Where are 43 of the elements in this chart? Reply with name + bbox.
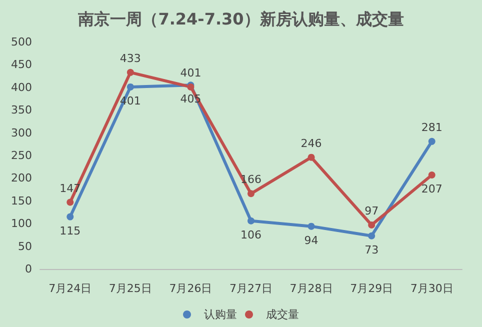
point (66, 213, 74, 220)
point (126, 83, 134, 90)
point (126, 68, 134, 76)
point (368, 221, 376, 228)
x-tick-label: 7月30日 (410, 282, 454, 295)
y-tick-label: 500 (11, 36, 32, 48)
x-tick-label: 7月27日 (230, 282, 272, 295)
point (248, 217, 254, 224)
data-label: 433 (120, 52, 141, 65)
x-tick-label: 7月29日 (350, 282, 394, 295)
y-tick-label: 100 (11, 217, 32, 230)
chart-title: 南京一周（7.24-7.30）新房认购量、成交量 (77, 10, 404, 28)
point (428, 138, 436, 145)
data-label: 281 (421, 120, 442, 134)
y-tick-label: 350 (11, 104, 32, 117)
y-tick-label: 300 (11, 126, 32, 140)
point (308, 222, 315, 230)
y-tick-label: 150 (11, 194, 32, 208)
point (66, 198, 74, 206)
data-label: 106 (240, 228, 262, 242)
x-tick-label: 7月24日 (48, 282, 92, 295)
point (248, 190, 254, 198)
data-label: 401 (180, 66, 202, 80)
y-tick-label: 50 (18, 240, 32, 253)
point (368, 232, 376, 240)
x-tick-label: 7月26日 (169, 282, 212, 295)
y-tick-label: 250 (11, 149, 32, 162)
data-label: 97 (364, 204, 379, 218)
legend-label: 成交量 (266, 308, 299, 321)
y-tick-label: 200 (11, 172, 32, 185)
legend-label: 认购量 (204, 308, 237, 321)
y-tick-label: 0 (25, 262, 32, 276)
data-label: 115 (60, 224, 81, 238)
data-label: 246 (300, 136, 322, 150)
y-tick-label: 450 (11, 58, 32, 72)
x-tick-label: 7月28日 (290, 282, 333, 295)
data-label: 94 (304, 234, 318, 247)
point (428, 172, 436, 179)
y-tick-label: 400 (11, 80, 32, 94)
x-tick-label: 7月25日 (108, 282, 152, 295)
data-label: 73 (364, 243, 379, 256)
data-label: 207 (421, 182, 442, 196)
point (308, 154, 315, 161)
